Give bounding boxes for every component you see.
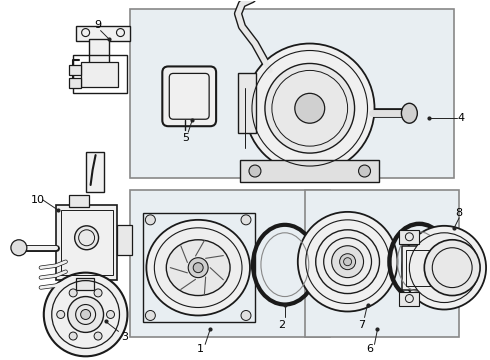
Bar [305, 190, 459, 337]
Circle shape [409, 233, 479, 302]
Bar [69, 78, 81, 88]
Circle shape [424, 240, 480, 296]
Circle shape [81, 310, 91, 319]
Bar [69, 195, 89, 207]
Bar [73, 55, 127, 93]
Circle shape [295, 93, 325, 123]
Circle shape [241, 310, 251, 320]
Bar [406, 250, 458, 285]
Circle shape [68, 297, 103, 332]
Ellipse shape [401, 103, 417, 123]
Circle shape [249, 165, 261, 177]
Bar [69, 66, 81, 75]
Text: 3: 3 [121, 332, 128, 342]
FancyBboxPatch shape [162, 67, 216, 126]
Bar [89, 39, 108, 73]
Circle shape [193, 263, 203, 273]
Circle shape [106, 310, 115, 319]
Circle shape [57, 310, 65, 319]
Bar [86, 152, 103, 192]
Circle shape [94, 332, 102, 340]
Ellipse shape [166, 240, 230, 296]
Bar [402, 246, 462, 289]
Circle shape [69, 289, 77, 297]
Text: 1: 1 [196, 345, 204, 354]
Circle shape [343, 258, 352, 266]
Circle shape [245, 44, 374, 173]
Circle shape [332, 246, 364, 278]
Circle shape [44, 273, 127, 356]
Text: 5: 5 [182, 133, 189, 143]
Bar [56, 205, 118, 280]
Ellipse shape [147, 220, 250, 315]
Circle shape [94, 289, 102, 297]
Ellipse shape [154, 228, 242, 307]
Circle shape [146, 215, 155, 225]
Text: 10: 10 [31, 195, 45, 205]
Text: 7: 7 [358, 320, 365, 330]
Bar [118, 225, 132, 255]
Circle shape [340, 254, 356, 270]
Bar [75, 26, 130, 41]
Circle shape [265, 63, 355, 153]
Text: 6: 6 [366, 345, 373, 354]
Circle shape [316, 230, 379, 293]
Circle shape [146, 310, 155, 320]
Bar [238, 73, 256, 133]
Bar [240, 160, 379, 182]
Circle shape [298, 212, 397, 311]
Circle shape [69, 332, 77, 340]
Bar [130, 190, 330, 337]
Text: 9: 9 [94, 19, 101, 30]
Circle shape [359, 165, 370, 177]
Bar [81, 62, 119, 87]
Bar [399, 292, 419, 306]
Bar [144, 213, 255, 323]
Bar [399, 230, 419, 244]
Text: 2: 2 [278, 320, 285, 330]
Circle shape [74, 226, 98, 250]
Bar [75, 278, 94, 289]
Bar [61, 210, 113, 275]
Circle shape [188, 258, 208, 278]
Text: 8: 8 [456, 208, 463, 218]
Text: 4: 4 [458, 113, 465, 123]
Circle shape [11, 240, 27, 256]
Circle shape [402, 226, 486, 310]
Circle shape [241, 215, 251, 225]
Bar [130, 9, 454, 178]
